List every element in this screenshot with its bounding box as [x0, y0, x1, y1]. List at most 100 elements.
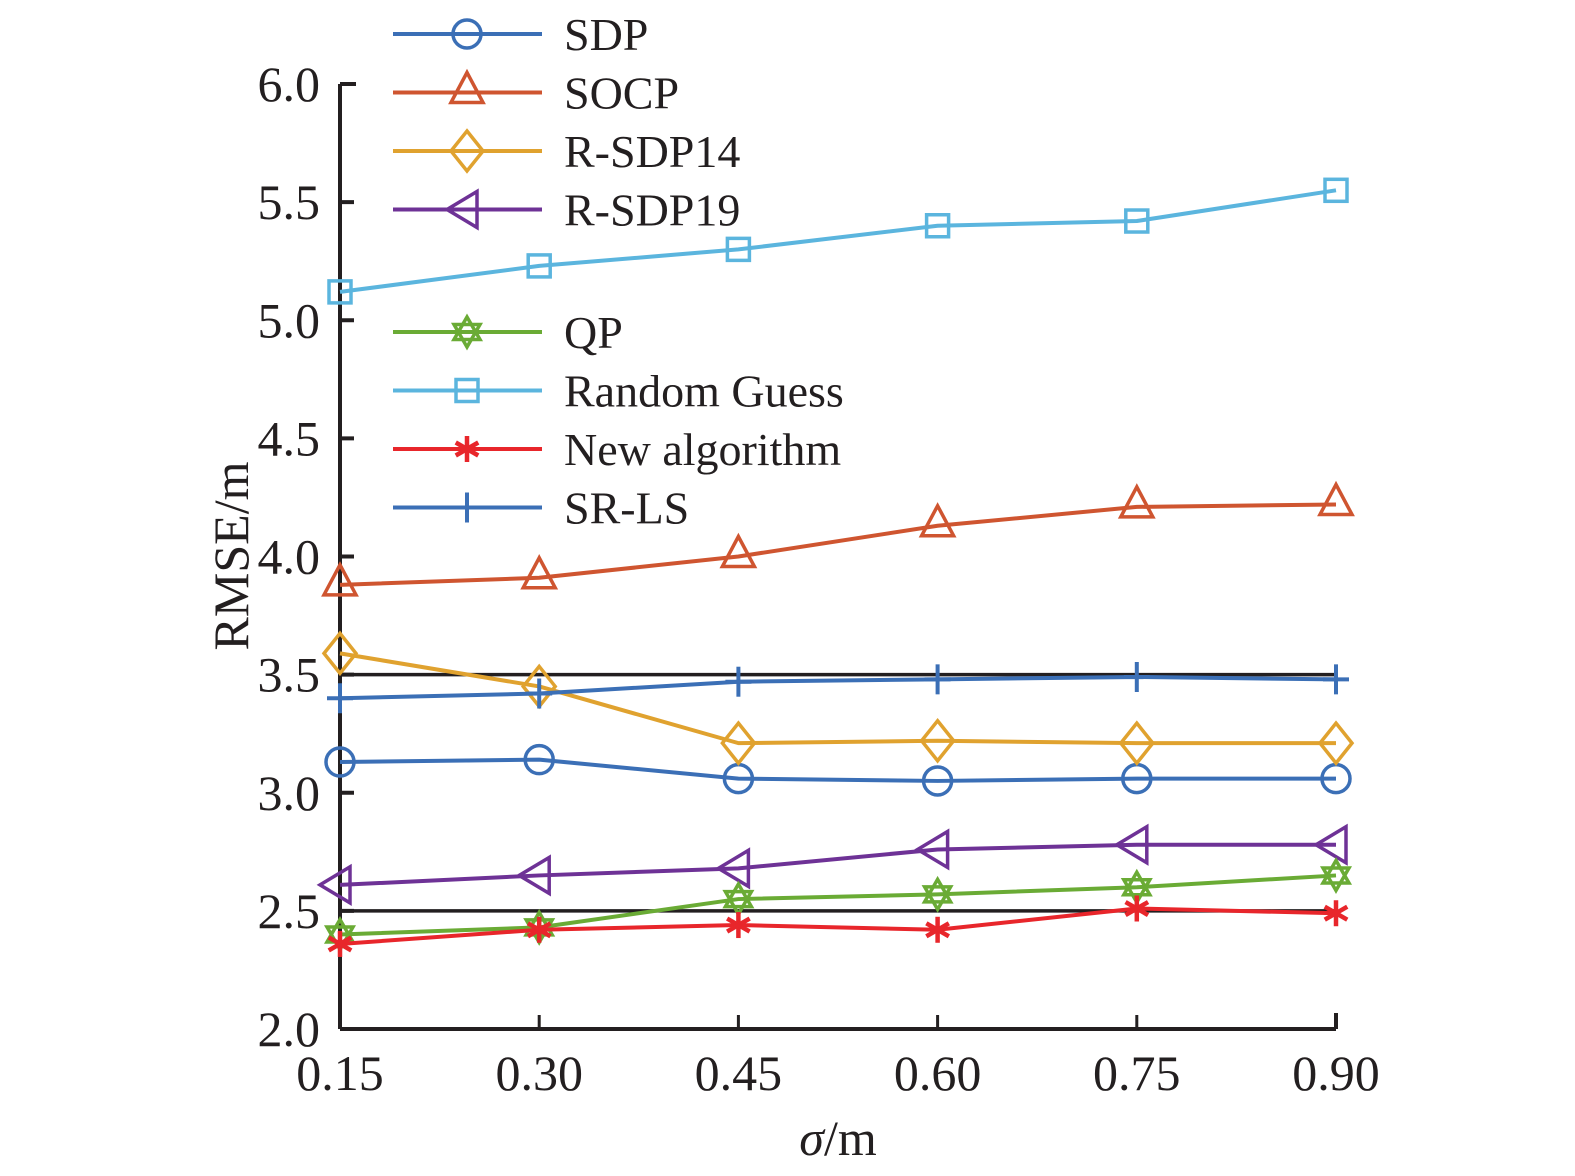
y-axis-title: RMSE/m — [203, 461, 259, 650]
hexagram-up-triangle — [450, 313, 484, 342]
left-triangle-marker-shape — [443, 188, 479, 231]
legend-marker-r-sdp19 — [443, 188, 479, 231]
data-point-socp — [321, 561, 359, 597]
diamond-marker-shape — [448, 128, 486, 174]
data-point-random-guess — [327, 279, 353, 305]
circle-marker-shape — [921, 765, 954, 797]
square-marker-shape — [526, 253, 552, 279]
diamond-marker-shape — [720, 720, 757, 766]
y-tick-label: 4.5 — [258, 410, 321, 466]
data-point-r-sdp14 — [1317, 720, 1355, 766]
asterisk-stroke — [1124, 900, 1150, 917]
triangle-marker-shape — [1117, 483, 1156, 519]
data-point-qp — [1120, 868, 1153, 906]
legend-item-r-sdp19: R-SDP19 — [393, 185, 740, 236]
data-point-r-sdp14 — [321, 630, 359, 677]
series-r-sdp19 — [316, 823, 1348, 906]
data-point-r-sdp14 — [919, 717, 956, 764]
y-tick-label: 2.5 — [258, 883, 321, 939]
legend-item-new-algorithm: New algorithm — [393, 424, 841, 475]
axes — [338, 82, 1338, 1031]
data-point-sr-ls — [526, 678, 553, 709]
diamond-marker-shape — [919, 717, 956, 764]
data-point-sr-ls — [1123, 661, 1150, 692]
legend-marker-r-sdp14 — [448, 128, 486, 174]
series-line-new-algorithm — [339, 906, 1337, 946]
data-point-new-algorithm — [925, 916, 950, 943]
series-line-qp — [339, 873, 1337, 937]
square-marker-shape — [327, 279, 353, 305]
triangle-marker-shape — [918, 502, 957, 538]
triangle-marker-shape — [321, 561, 359, 597]
data-point-new-algorithm — [526, 916, 552, 943]
series-sr-ls — [327, 661, 1349, 714]
legend-item-qp: QP — [393, 307, 623, 358]
series-r-sdp14 — [321, 630, 1355, 766]
hexagram-down-triangle — [450, 322, 484, 351]
x-tick-label: 0.45 — [695, 1045, 783, 1101]
series-line-sdp — [339, 757, 1336, 783]
asterisk-stroke — [327, 935, 353, 953]
diamond-marker-shape — [1118, 720, 1156, 766]
legend-label-r-sdp14: R-SDP14 — [564, 126, 740, 177]
legend-label-random-guess: Random Guess — [564, 366, 844, 417]
data-point-new-algorithm — [1323, 900, 1349, 927]
left-triangle-marker-shape — [1113, 823, 1149, 866]
series-random-guess — [327, 177, 1349, 305]
legend: SDP SOCP R-SDP14 R-SDP19 QP Random Guess New a… — [393, 9, 844, 534]
series-line-socp — [339, 502, 1337, 587]
legend-label-r-sdp19: R-SDP19 — [564, 185, 740, 236]
y-tick-label: 4.0 — [258, 529, 321, 585]
legend-label-sr-ls: SR-LS — [564, 483, 689, 534]
y-ticks: 2.0 2.5 3.0 3.5 4.0 4.5 5.0 5.5 6.0 — [258, 56, 354, 1057]
legend-marker-random-guess — [454, 377, 480, 404]
y-tick-label: 2.0 — [258, 1001, 321, 1057]
data-point-random-guess — [725, 236, 752, 263]
data-point-socp — [1317, 480, 1355, 517]
hexagram-up-triangle — [921, 875, 954, 904]
asterisk-stroke — [726, 916, 751, 934]
legend-marker-new-algorithm — [454, 436, 480, 462]
series-new-algorithm — [327, 895, 1349, 957]
x-tick-label: 0.60 — [894, 1045, 982, 1101]
series-layer — [316, 177, 1355, 957]
data-point-r-sdp19 — [316, 863, 352, 906]
triangle-marker-shape — [719, 532, 758, 569]
data-point-random-guess — [1124, 208, 1150, 234]
left-triangle-marker-shape — [914, 828, 950, 871]
x-tick-label: 0.75 — [1093, 1045, 1181, 1101]
series-line-sr-ls — [339, 674, 1337, 701]
asterisk-stroke — [1323, 904, 1349, 922]
legend-label-sdp: SDP — [564, 9, 648, 60]
hexagram-down-triangle — [1319, 866, 1353, 894]
left-triangle-marker-shape — [714, 847, 751, 890]
data-point-random-guess — [526, 253, 552, 279]
y-tick-label: 6.0 — [258, 56, 321, 112]
hexagram-down-triangle — [1120, 878, 1153, 906]
data-point-socp — [1117, 483, 1156, 519]
series-socp — [321, 480, 1355, 597]
left-triangle-marker-shape — [515, 854, 551, 897]
data-point-sdp — [921, 765, 954, 797]
triangle-marker-shape — [448, 68, 486, 105]
data-point-sdp — [523, 743, 555, 776]
reference-lines — [340, 672, 1336, 913]
data-point-r-sdp19 — [1312, 823, 1348, 866]
circle-marker-shape — [324, 746, 356, 778]
hexagram-down-triangle — [722, 889, 755, 918]
circle-marker-shape — [451, 18, 483, 50]
data-point-r-sdp14 — [1118, 720, 1156, 766]
data-point-sr-ls — [725, 666, 752, 697]
data-point-r-sdp19 — [714, 847, 751, 890]
series-line-r-sdp14 — [339, 651, 1336, 746]
data-point-r-sdp19 — [515, 854, 551, 897]
hexagram-down-triangle — [921, 885, 954, 913]
data-point-qp — [1319, 856, 1353, 894]
hexagram-up-triangle — [1120, 868, 1153, 897]
circle-marker-shape — [523, 743, 555, 776]
legend-item-random-guess: Random Guess — [393, 366, 844, 417]
legend-item-socp: SOCP — [393, 68, 679, 119]
x-axis-title: σ/m — [799, 1110, 877, 1166]
square-marker-shape — [1323, 177, 1349, 204]
legend-marker-socp — [448, 68, 486, 105]
